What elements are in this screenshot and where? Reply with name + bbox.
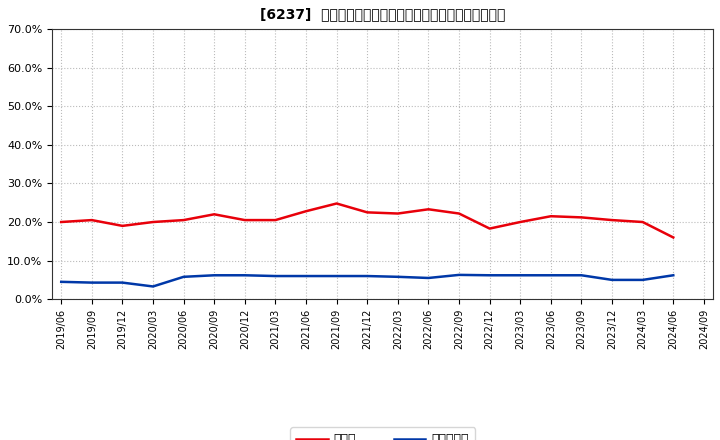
現須金 — [210, 212, 219, 217]
現須金 — [57, 220, 66, 225]
有利子負債 — [179, 274, 188, 279]
有利子負債 — [455, 272, 464, 278]
現須金 — [88, 217, 96, 223]
現須金 — [333, 201, 341, 206]
有利子負債 — [149, 284, 158, 289]
有利子負債 — [118, 280, 127, 285]
Legend: 現須金, 有利子負債: 現須金, 有利子負債 — [290, 427, 475, 440]
現須金 — [394, 211, 402, 216]
有利子負債 — [639, 277, 647, 282]
有利子負債 — [577, 273, 586, 278]
有利子負債 — [88, 280, 96, 285]
現須金 — [639, 220, 647, 225]
Line: 現須金: 現須金 — [61, 203, 673, 238]
現須金 — [455, 211, 464, 216]
有利子負債 — [210, 273, 219, 278]
現須金 — [485, 226, 494, 231]
現須金 — [149, 220, 158, 225]
有利子負債 — [240, 273, 249, 278]
現須金 — [118, 223, 127, 228]
有利子負債 — [394, 274, 402, 279]
現須金 — [179, 217, 188, 223]
有利子負債 — [424, 275, 433, 281]
有利子負債 — [608, 277, 616, 282]
Line: 有利子負債: 有利子負債 — [61, 275, 673, 286]
有利子負債 — [333, 273, 341, 279]
有利子負債 — [271, 273, 280, 279]
現須金 — [363, 210, 372, 215]
有利子負債 — [546, 273, 555, 278]
現須金 — [424, 207, 433, 212]
有利子負債 — [302, 273, 310, 279]
現須金 — [577, 215, 586, 220]
現須金 — [302, 209, 310, 214]
有利子負債 — [669, 273, 678, 278]
現須金 — [516, 220, 525, 225]
現須金 — [608, 217, 616, 223]
Title: [6237]  現須金、有利子負債の総資産に対する比率の推移: [6237] 現須金、有利子負債の総資産に対する比率の推移 — [260, 7, 505, 21]
現須金 — [240, 217, 249, 223]
有利子負債 — [57, 279, 66, 285]
現須金 — [669, 235, 678, 240]
有利子負債 — [485, 273, 494, 278]
有利子負債 — [363, 273, 372, 279]
現須金 — [271, 217, 280, 223]
有利子負債 — [516, 273, 525, 278]
現須金 — [546, 213, 555, 219]
